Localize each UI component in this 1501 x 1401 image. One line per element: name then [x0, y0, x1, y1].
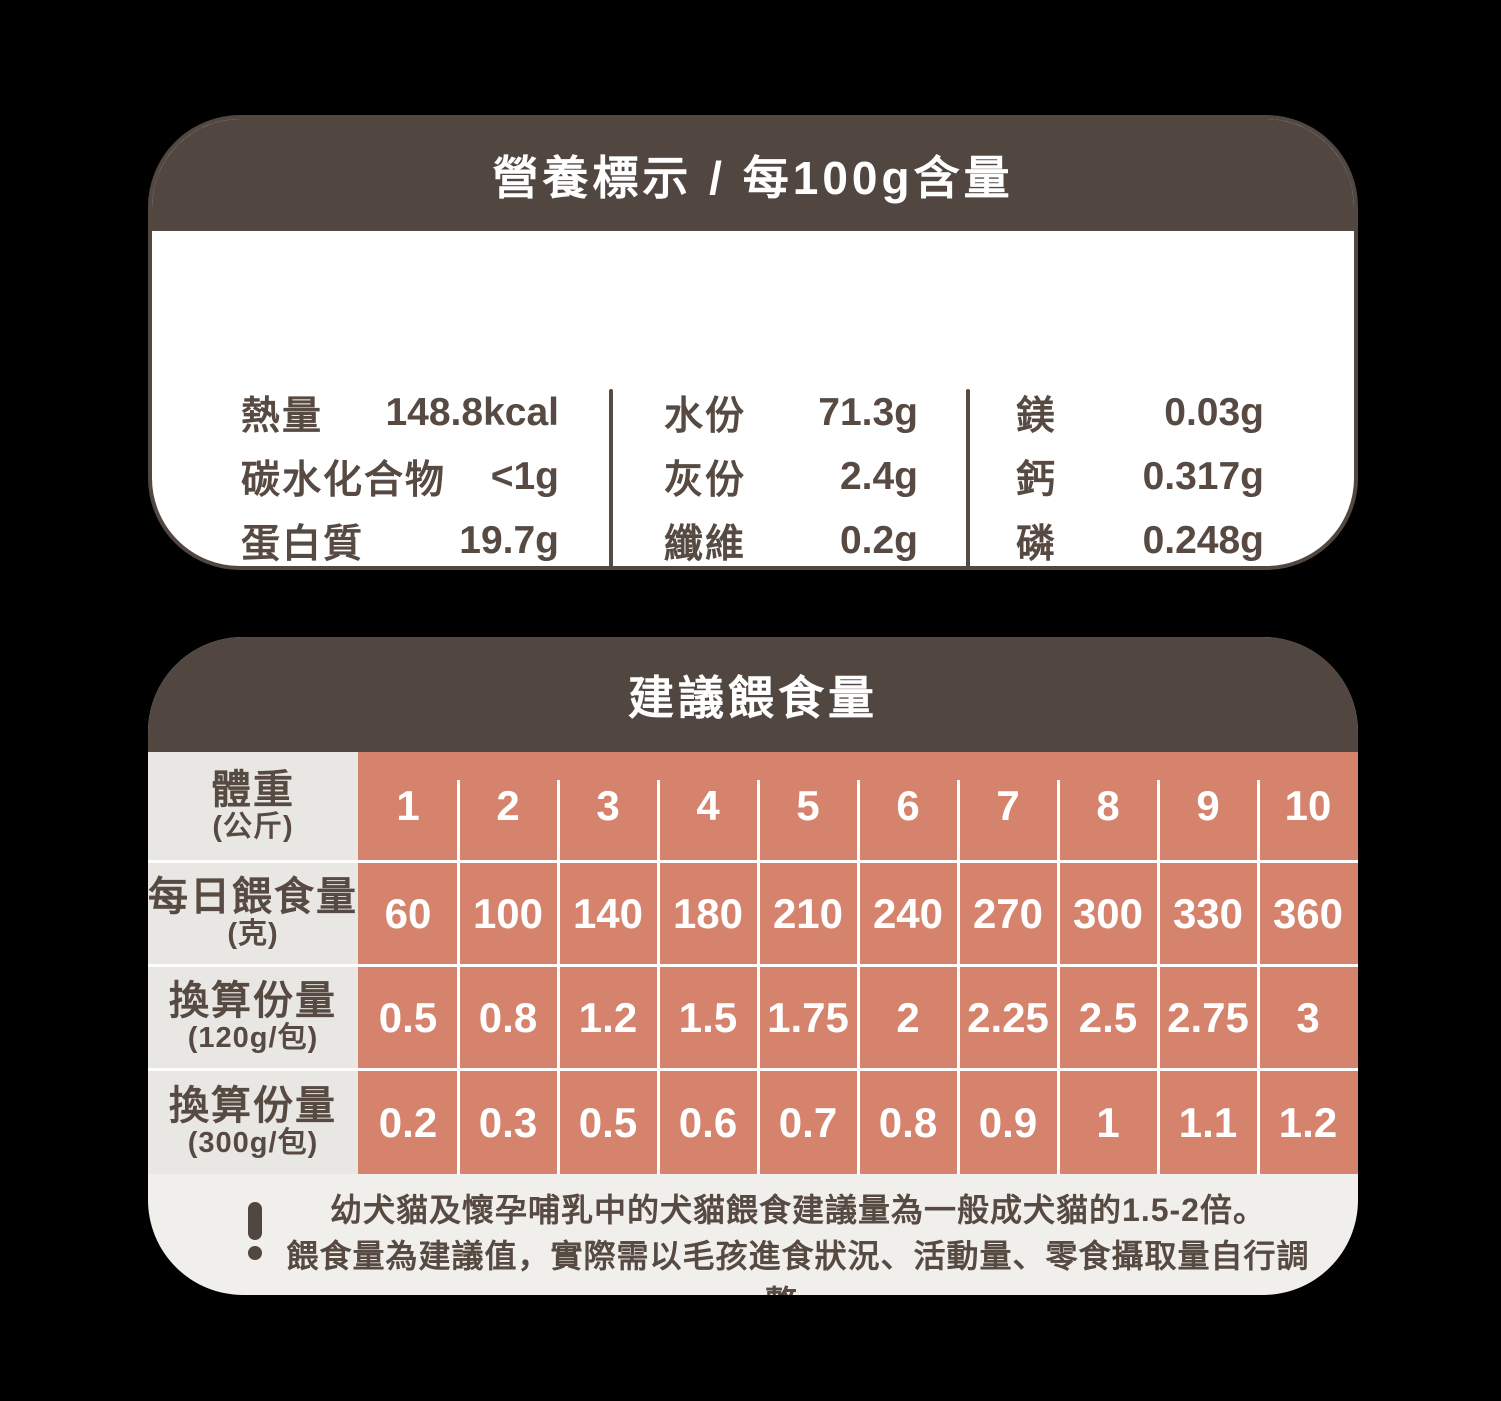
nutrient-label: 鈣	[1016, 459, 1058, 502]
note-line-2: 餵食量為建議值，實際需以毛孩進食狀況、活動量、零食攝取量自行調整。	[286, 1238, 1310, 1295]
table-cell: 10	[1256, 752, 1358, 860]
table-cell: 1.2	[556, 967, 658, 1068]
table-cell: 7	[956, 752, 1058, 860]
nutrition-row: 碳水化合物 <1g	[241, 445, 559, 509]
nutrition-row: 磷 0.248g	[1016, 509, 1264, 566]
note-text: 幼犬貓及懷孕哺乳中的犬貓餵食建議量為一般成犬貓的1.5-2倍。 餵食量為建議值，…	[278, 1187, 1318, 1295]
feeding-card-header: 建議餵食量	[148, 637, 1358, 752]
table-cell: 0.5	[358, 967, 458, 1068]
table-cell: 270	[956, 863, 1058, 964]
table-cell: 2	[856, 967, 958, 1068]
feeding-card-title: 建議餵食量	[628, 671, 878, 724]
table-cell: 2.25	[956, 967, 1058, 1068]
feeding-card: 建議餵食量 體重 (公斤) 1 2 3 4 5 6 7 8 9 10	[148, 637, 1358, 1295]
table-cell: 2.75	[1156, 967, 1258, 1068]
feeding-table: 體重 (公斤) 1 2 3 4 5 6 7 8 9 10 每日餵食量 (克)	[148, 752, 1358, 1174]
table-cell: 330	[1156, 863, 1258, 964]
nutrient-value: 0.2g	[839, 519, 918, 562]
nutrition-row: 纖維 0.2g	[664, 509, 918, 566]
note-line-1: 幼犬貓及懷孕哺乳中的犬貓餵食建議量為一般成犬貓的1.5-2倍。	[330, 1192, 1266, 1228]
nutrient-label: 水份	[664, 395, 747, 438]
nutrition-row: 鎂 0.03g	[1016, 381, 1264, 445]
nutrition-body: 熱量 148.8kcal 碳水化合物 <1g 蛋白質 19.7g 脂肪 7.4g	[152, 231, 1354, 566]
table-cell: 60	[358, 863, 458, 964]
table-cell: 5	[756, 752, 858, 860]
nutrient-label: 熱量	[241, 395, 324, 438]
table-cell: 0.8	[456, 967, 558, 1068]
table-cell: 0.8	[856, 1071, 958, 1174]
table-row-daily-amount: 每日餵食量 (克) 60 100 140 180 210 240 270 300…	[148, 860, 1358, 964]
table-cell: 3	[1256, 967, 1358, 1068]
table-cell: 1.2	[1256, 1071, 1358, 1174]
table-cell: 0.9	[956, 1071, 1058, 1174]
nutrition-card-header: 營養標示 / 每100g含量	[152, 119, 1354, 231]
nutrition-row: 灰份 2.4g	[664, 445, 918, 509]
table-cell: 3	[556, 752, 658, 860]
nutrient-value: 0.03g	[1164, 391, 1264, 434]
table-row-packs-300g: 換算份量 (300g/包) 0.2 0.3 0.5 0.6 0.7 0.8 0.…	[148, 1068, 1358, 1174]
table-cell: 0.2	[358, 1071, 458, 1174]
nutrition-card: 營養標示 / 每100g含量 熱量 148.8kcal 碳水化合物 <1g 蛋白…	[148, 115, 1358, 570]
nutrient-label: 碳水化合物	[241, 459, 447, 502]
nutrient-value: 0.317g	[1142, 455, 1264, 498]
feeding-note: 幼犬貓及懷孕哺乳中的犬貓餵食建議量為一般成犬貓的1.5-2倍。 餵食量為建議值，…	[148, 1174, 1358, 1295]
nutrient-value: 19.7g	[459, 519, 559, 562]
table-cell: 240	[856, 863, 958, 964]
table-cell: 0.6	[656, 1071, 758, 1174]
table-cell: 360	[1256, 863, 1358, 964]
nutrition-card-title: 營養標示 / 每100g含量	[492, 151, 1014, 204]
row-header-packs-300g: 換算份量 (300g/包)	[148, 1071, 358, 1174]
nutrient-label: 鎂	[1016, 395, 1058, 438]
table-cell: 6	[856, 752, 958, 860]
table-cell: 1.75	[756, 967, 858, 1068]
table-cell: 1.1	[1156, 1071, 1258, 1174]
table-cell: 1	[358, 752, 458, 860]
table-cell: 8	[1056, 752, 1158, 860]
row-header-packs-120g: 換算份量 (120g/包)	[148, 967, 358, 1068]
nutrient-value: 0.248g	[1142, 519, 1264, 562]
nutrition-row: 熱量 148.8kcal	[241, 381, 559, 445]
table-cell: 210	[756, 863, 858, 964]
row-header-weight: 體重 (公斤)	[148, 752, 358, 860]
table-cell: 2.5	[1056, 967, 1158, 1068]
table-cell: 9	[1156, 752, 1258, 860]
table-row-weight: 體重 (公斤) 1 2 3 4 5 6 7 8 9 10	[148, 752, 1358, 860]
nutrition-column-2: 水份 71.3g 灰份 2.4g 纖維 0.2g 鈉 0.12g	[664, 381, 918, 566]
table-row-packs-120g: 換算份量 (120g/包) 0.5 0.8 1.2 1.5 1.75 2 2.2…	[148, 964, 1358, 1068]
column-divider	[966, 389, 970, 566]
table-cell: 1.5	[656, 967, 758, 1068]
table-cell: 2	[456, 752, 558, 860]
nutrient-label: 纖維	[664, 523, 747, 566]
nutrition-column-1: 熱量 148.8kcal 碳水化合物 <1g 蛋白質 19.7g 脂肪 7.4g	[241, 381, 559, 566]
nutrient-value: 2.4g	[839, 455, 918, 498]
nutrient-value: <1g	[490, 455, 559, 498]
nutrient-value: 71.3g	[818, 391, 918, 434]
nutrient-label: 灰份	[664, 459, 747, 502]
table-cell: 4	[656, 752, 758, 860]
table-cell: 0.3	[456, 1071, 558, 1174]
table-cell: 0.5	[556, 1071, 658, 1174]
table-cell: 0.7	[756, 1071, 858, 1174]
nutrient-label: 磷	[1016, 523, 1058, 566]
nutrient-label: 蛋白質	[241, 523, 365, 566]
table-cell: 180	[656, 863, 758, 964]
table-cell: 100	[456, 863, 558, 964]
nutrition-column-3: 鎂 0.03g 鈣 0.317g 磷 0.248g 鈣磷比 1.28:1	[1016, 381, 1264, 566]
nutrition-row: 水份 71.3g	[664, 381, 918, 445]
nutrient-value: 148.8kcal	[385, 391, 559, 434]
row-header-daily-amount: 每日餵食量 (克)	[148, 863, 358, 964]
nutrition-row: 鈣 0.317g	[1016, 445, 1264, 509]
column-divider	[609, 389, 613, 566]
table-cell: 140	[556, 863, 658, 964]
nutrition-row: 蛋白質 19.7g	[241, 509, 559, 566]
table-cell: 300	[1056, 863, 1158, 964]
table-cell: 1	[1056, 1071, 1158, 1174]
exclamation-icon	[248, 1202, 262, 1262]
